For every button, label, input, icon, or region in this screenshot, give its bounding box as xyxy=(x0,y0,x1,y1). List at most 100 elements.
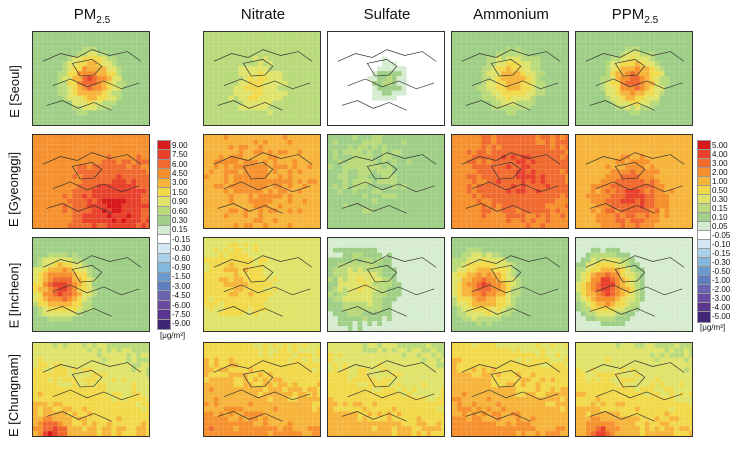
heatmap-cell xyxy=(689,159,692,165)
heatmap-cell xyxy=(639,149,645,155)
heatmap-cell xyxy=(421,56,427,62)
heatmap-cell xyxy=(610,46,616,52)
heatmap-cell xyxy=(141,154,147,160)
heatmap-cell xyxy=(37,277,43,283)
heatmap-cell xyxy=(47,110,53,116)
heatmap-cell xyxy=(238,56,244,62)
heatmap-cell xyxy=(461,179,467,184)
heatmap-cell xyxy=(307,66,313,72)
heatmap-cell xyxy=(37,159,43,165)
heatmap-cell xyxy=(328,71,333,77)
heatmap-cell xyxy=(600,76,606,81)
heatmap-cell xyxy=(277,66,283,72)
heatmap-cell xyxy=(595,193,601,199)
heatmap-cell xyxy=(391,56,397,62)
heatmap-cell xyxy=(238,46,244,52)
heatmap-cell xyxy=(233,71,239,77)
heatmap-cell xyxy=(396,149,402,155)
heatmap-cell xyxy=(649,120,655,125)
heatmap-cell xyxy=(111,208,117,214)
heatmap-cell xyxy=(131,61,137,67)
heatmap-cell xyxy=(386,76,392,81)
heatmap-cell xyxy=(496,90,502,96)
heatmap-cell xyxy=(367,149,373,155)
heatmap-cell xyxy=(111,174,117,180)
heatmap-cell xyxy=(352,61,358,67)
heatmap-cell xyxy=(461,90,467,96)
heatmap-cell xyxy=(382,95,387,101)
heatmap-cell xyxy=(634,218,640,224)
heatmap-cell xyxy=(352,174,358,180)
heatmap-cell xyxy=(491,198,497,204)
heatmap-cell xyxy=(391,213,397,219)
heatmap-cell xyxy=(238,164,244,170)
heatmap-cell xyxy=(576,66,581,72)
heatmap-cell xyxy=(287,110,293,116)
heatmap-cell xyxy=(233,183,239,189)
heatmap-cell xyxy=(72,198,78,204)
heatmap-cell xyxy=(565,223,568,228)
heatmap-cell xyxy=(525,66,531,72)
heatmap-cell xyxy=(342,95,348,101)
heatmap-cell xyxy=(610,154,616,160)
heatmap-cell xyxy=(146,61,149,67)
heatmap-cell xyxy=(121,41,127,47)
heatmap-cell xyxy=(91,277,97,283)
heatmap-cell xyxy=(461,56,467,62)
heatmap-cell xyxy=(72,115,78,121)
heatmap-cell xyxy=(57,262,63,268)
heatmap-cell xyxy=(689,76,692,81)
heatmap-cell xyxy=(367,61,373,67)
heatmap-cell xyxy=(228,159,234,165)
heatmap-cell xyxy=(267,223,273,228)
heatmap-cell xyxy=(605,218,611,224)
heatmap-cell xyxy=(262,213,268,219)
heatmap-cell xyxy=(141,218,147,224)
heatmap-cell xyxy=(258,41,263,47)
map-boundary xyxy=(585,152,685,214)
heatmap-cell xyxy=(116,286,122,292)
heatmap-cell xyxy=(382,120,387,125)
heatmap-cell xyxy=(362,80,368,86)
heatmap-cell xyxy=(243,110,249,116)
heatmap-cell xyxy=(525,144,531,150)
heatmap-cell xyxy=(111,238,117,243)
heatmap-cell xyxy=(406,46,412,52)
heatmap-cell xyxy=(590,223,596,228)
heatmap-cell xyxy=(664,32,670,37)
heatmap-cell xyxy=(277,203,283,209)
heatmap-cell xyxy=(42,291,48,297)
heatmap-cell xyxy=(391,105,397,111)
heatmap-cell xyxy=(456,174,462,180)
heatmap-cell xyxy=(649,36,655,42)
heatmap-cell xyxy=(654,149,660,155)
heatmap-cell xyxy=(337,198,343,204)
heatmap-cell xyxy=(391,208,397,214)
heatmap-cell xyxy=(590,36,596,42)
heatmap-cell xyxy=(248,144,254,150)
heatmap-cell xyxy=(441,159,444,165)
heatmap-cell xyxy=(287,183,293,189)
heatmap-cell xyxy=(121,238,127,243)
heatmap-cell xyxy=(585,100,591,106)
heatmap-cell xyxy=(372,100,378,106)
heatmap-cell xyxy=(52,277,58,283)
heatmap-cell xyxy=(525,139,531,145)
heatmap-cell xyxy=(625,95,631,101)
heatmap-cell xyxy=(96,179,102,184)
heatmap-cell xyxy=(228,198,234,204)
heatmap-cell xyxy=(87,135,92,140)
heatmap-cell xyxy=(659,154,665,160)
heatmap-cell xyxy=(282,46,288,52)
heatmap-cell xyxy=(669,32,675,37)
heatmap-cell xyxy=(436,32,442,37)
heatmap-cell xyxy=(62,90,68,96)
heatmap-cell xyxy=(515,179,521,184)
heatmap-cell xyxy=(233,85,239,91)
heatmap-cell xyxy=(297,61,303,67)
heatmap-cell xyxy=(654,85,660,91)
heatmap-cell xyxy=(664,76,670,81)
heatmap-cell xyxy=(307,51,313,57)
heatmap-cell xyxy=(501,120,507,125)
heatmap-cell xyxy=(610,56,616,62)
